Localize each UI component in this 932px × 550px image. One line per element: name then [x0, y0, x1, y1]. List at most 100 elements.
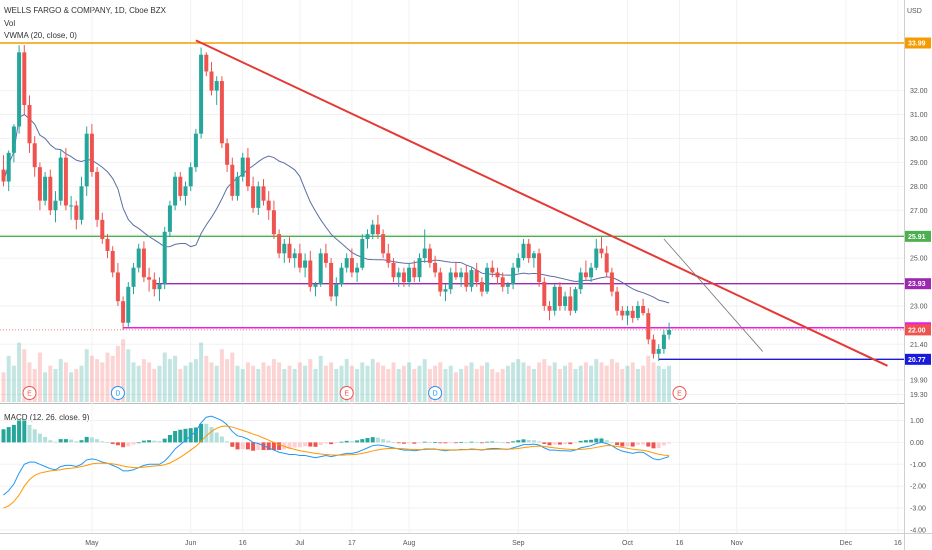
- candle[interactable]: [635, 301, 640, 321]
- candle[interactable]: [568, 286, 573, 316]
- candle[interactable]: [438, 267, 443, 297]
- candle[interactable]: [344, 253, 349, 273]
- candle[interactable]: [448, 267, 453, 295]
- candle[interactable]: [594, 238, 599, 271]
- candle[interactable]: [287, 236, 292, 263]
- candle[interactable]: [401, 267, 406, 287]
- dividend-marker[interactable]: D: [110, 386, 125, 400]
- candle[interactable]: [199, 47, 204, 139]
- candle[interactable]: [381, 229, 386, 259]
- candle[interactable]: [219, 76, 224, 149]
- candle[interactable]: [453, 262, 458, 280]
- candle[interactable]: [167, 200, 172, 237]
- candle[interactable]: [105, 234, 110, 259]
- candle[interactable]: [552, 284, 557, 316]
- candle[interactable]: [365, 229, 370, 249]
- candle[interactable]: [32, 136, 37, 177]
- candle[interactable]: [11, 124, 16, 163]
- candle[interactable]: [526, 238, 531, 263]
- candle[interactable]: [537, 248, 542, 287]
- candle[interactable]: [521, 238, 526, 261]
- candle[interactable]: [115, 262, 120, 306]
- candle[interactable]: [230, 157, 235, 201]
- candle[interactable]: [542, 277, 547, 311]
- candle[interactable]: [157, 277, 162, 302]
- candle[interactable]: [292, 248, 297, 268]
- candle[interactable]: [152, 272, 157, 297]
- candle[interactable]: [282, 238, 287, 263]
- candle[interactable]: [427, 243, 432, 268]
- candle[interactable]: [573, 286, 578, 314]
- earnings-marker[interactable]: E: [22, 386, 37, 400]
- candle[interactable]: [557, 282, 562, 311]
- candle[interactable]: [339, 262, 344, 287]
- candle[interactable]: [256, 181, 261, 216]
- candle[interactable]: [516, 253, 521, 273]
- candle[interactable]: [464, 265, 469, 292]
- candle[interactable]: [162, 227, 167, 290]
- candle[interactable]: [193, 128, 198, 172]
- candle[interactable]: [334, 277, 339, 306]
- candle[interactable]: [609, 267, 614, 297]
- candle[interactable]: [641, 298, 646, 316]
- candle[interactable]: [630, 305, 635, 323]
- candle[interactable]: [173, 171, 178, 211]
- candle[interactable]: [43, 171, 48, 206]
- candle[interactable]: [490, 260, 495, 278]
- candle[interactable]: [89, 124, 94, 177]
- candle[interactable]: [391, 258, 396, 283]
- candle[interactable]: [1, 155, 6, 187]
- candle[interactable]: [355, 262, 360, 283]
- candle[interactable]: [370, 219, 375, 239]
- candle[interactable]: [63, 148, 68, 211]
- main-trendline[interactable]: [195, 39, 888, 367]
- candle[interactable]: [225, 138, 230, 172]
- candle[interactable]: [251, 176, 256, 213]
- candle[interactable]: [360, 234, 365, 271]
- candle[interactable]: [303, 253, 308, 278]
- candle[interactable]: [469, 267, 474, 292]
- time-axis[interactable]: MayJun16Jul17AugSepOct16NovDec162021: [85, 540, 932, 547]
- candle[interactable]: [349, 248, 354, 278]
- candle[interactable]: [604, 246, 609, 278]
- candle[interactable]: [485, 262, 490, 295]
- candle[interactable]: [375, 215, 380, 239]
- candle[interactable]: [126, 282, 131, 328]
- candle[interactable]: [531, 250, 536, 268]
- candle[interactable]: [209, 61, 214, 96]
- candle[interactable]: [667, 322, 672, 340]
- event-markers[interactable]: EDEDEE: [22, 386, 932, 400]
- candle[interactable]: [495, 267, 500, 285]
- candle[interactable]: [407, 262, 412, 287]
- candle[interactable]: [583, 260, 588, 280]
- candle[interactable]: [422, 229, 427, 263]
- candle[interactable]: [37, 162, 42, 211]
- candle[interactable]: [599, 236, 604, 259]
- candle[interactable]: [412, 260, 417, 283]
- candle[interactable]: [661, 329, 666, 354]
- candle[interactable]: [277, 229, 282, 259]
- candle[interactable]: [615, 286, 620, 316]
- candle[interactable]: [235, 171, 240, 201]
- candle[interactable]: [329, 258, 334, 302]
- candle[interactable]: [511, 262, 516, 290]
- candle[interactable]: [479, 277, 484, 297]
- candle[interactable]: [74, 200, 79, 230]
- candle[interactable]: [183, 181, 188, 206]
- candle[interactable]: [396, 267, 401, 287]
- candle[interactable]: [48, 169, 53, 216]
- candle[interactable]: [58, 150, 63, 206]
- candle[interactable]: [141, 241, 146, 283]
- candle[interactable]: [245, 148, 250, 192]
- candle[interactable]: [147, 267, 152, 292]
- candle[interactable]: [308, 250, 313, 292]
- candle[interactable]: [578, 267, 583, 295]
- candle[interactable]: [110, 246, 115, 278]
- candle[interactable]: [121, 296, 126, 330]
- candle[interactable]: [651, 334, 656, 359]
- candle[interactable]: [474, 262, 479, 287]
- thin-trendline[interactable]: [663, 238, 764, 352]
- candle[interactable]: [620, 305, 625, 321]
- candle[interactable]: [17, 45, 22, 134]
